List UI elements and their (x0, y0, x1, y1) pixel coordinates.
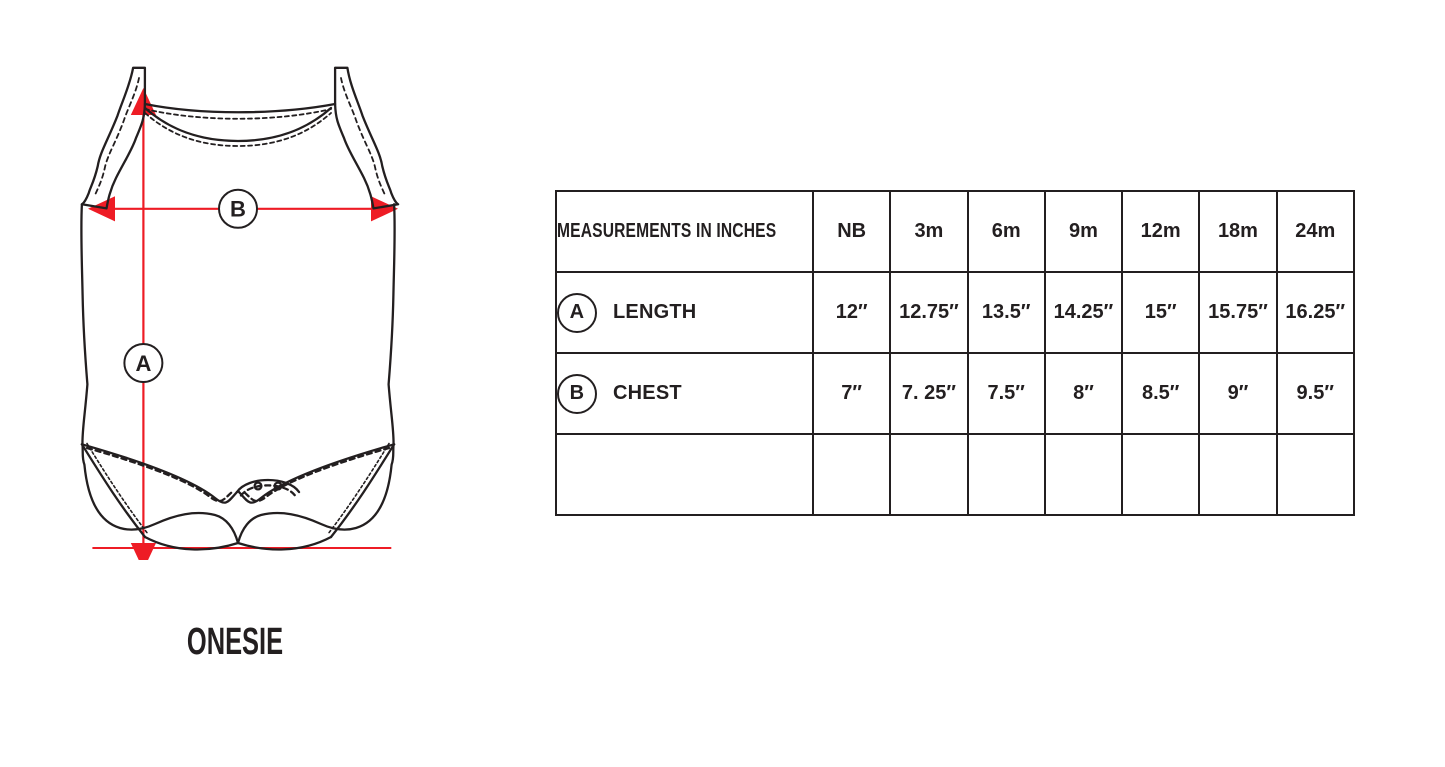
svg-text:A: A (135, 351, 151, 376)
svg-text:B: B (230, 197, 246, 222)
